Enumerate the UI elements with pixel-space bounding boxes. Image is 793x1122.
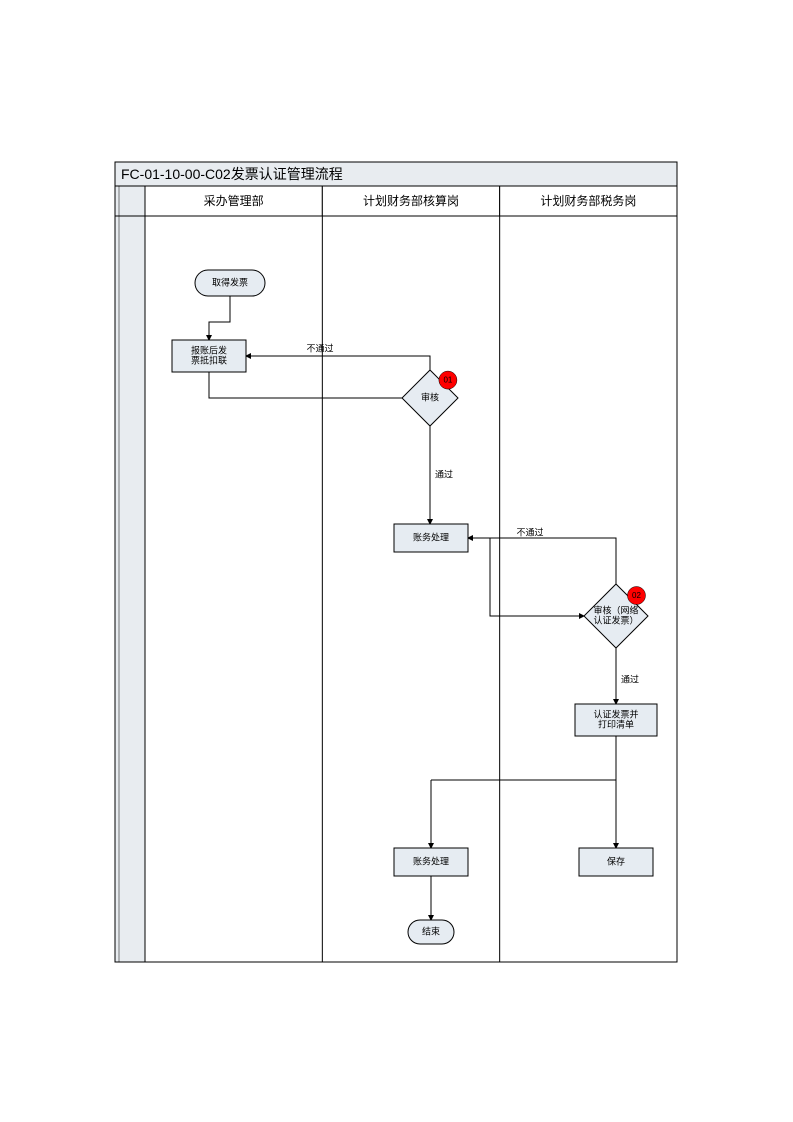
svg-text:认证发票）: 认证发票） [593, 614, 638, 625]
lane-header-label: 计划财务部税务岗 [540, 193, 636, 208]
lane-header-label: 采办管理部 [204, 193, 264, 208]
node-label: 结束 [422, 925, 440, 936]
node-label: 审核 [421, 391, 439, 402]
edge-label: 通过 [435, 468, 453, 479]
risk-badge-label: 01 [443, 376, 452, 385]
svg-text:打印清单: 打印清单 [598, 718, 634, 729]
node-label: 取得发票 [212, 276, 248, 287]
node-label: 账务处理 [413, 855, 449, 866]
swimlane-margin [115, 186, 145, 962]
lane-header-label: 计划财务部核算岗 [363, 193, 459, 208]
node-label: 账务处理 [413, 531, 449, 542]
edge-label: 通过 [621, 673, 639, 684]
edge-label: 不通过 [516, 526, 543, 537]
svg-text:认证发票并: 认证发票并 [593, 708, 638, 719]
title-text: FC-01-10-00-C02发票认证管理流程 [121, 166, 343, 182]
node-label: 保存 [607, 855, 625, 866]
svg-text:票抵扣联: 票抵扣联 [191, 354, 227, 365]
risk-badge-label: 02 [632, 591, 641, 600]
svg-text:审核（网络: 审核（网络 [593, 604, 638, 615]
svg-text:报账后发: 报账后发 [191, 344, 227, 355]
edge-label: 不通过 [306, 342, 333, 353]
